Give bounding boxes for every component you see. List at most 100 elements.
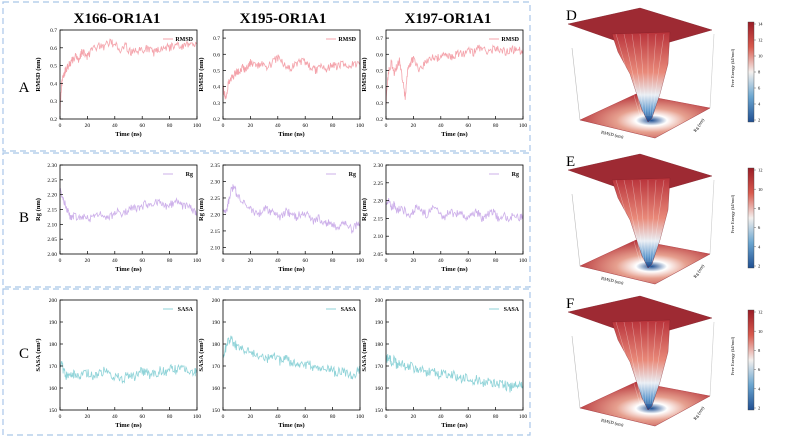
- x-axis-label: Time (ns): [278, 131, 304, 138]
- y-tick-label: 0.6: [376, 52, 383, 58]
- series-line-rmsd-x166: [59, 38, 198, 114]
- y-tick-label: 2.15: [47, 208, 57, 214]
- x-tick-label: 20: [85, 123, 91, 129]
- y-tick-label: 2.20: [47, 193, 57, 199]
- y-tick-label: 2.05: [47, 237, 57, 243]
- x-tick-label: 60: [302, 123, 308, 129]
- chart-sasa-x195: 0 20 40 60 80 100 150 160 170 180 190 200 Time (ns) S…: [198, 298, 364, 429]
- line-plots: 0 20 40 60 80 100 0.2 0.3 0.4 0.5 0.6 0.7 Time (ns) R…: [35, 28, 527, 429]
- axes-edge: [709, 321, 715, 397]
- y-axis-label: RMSD (nm): [35, 57, 42, 91]
- fel-mesh-line: [651, 321, 665, 405]
- series-line-sasa-x166: [59, 361, 198, 385]
- fel-y-label: Rg (nm): [692, 263, 705, 279]
- x-tick-label: 20: [85, 258, 91, 264]
- y-tick-label: 2.10: [47, 222, 57, 228]
- fel-mesh-line: [649, 321, 657, 405]
- y-tick-label: 0.6: [213, 52, 220, 58]
- x-tick-label: 0: [385, 123, 388, 129]
- chart-rmsd-x195: 0 20 40 60 80 100 0.2 0.3 0.4 0.5 0.6 0.7 Time (ns) R…: [198, 29, 364, 138]
- y-tick-label: 190: [212, 320, 221, 326]
- colorbar-tick-label: 6: [758, 225, 761, 230]
- x-axis-label: Time (ns): [441, 131, 467, 138]
- x-tick-label: 20: [411, 414, 417, 420]
- fel-mesh-line: [631, 179, 645, 263]
- x-axis-label: Time (ns): [115, 266, 141, 273]
- chart-rmsd-x166: 0 20 40 60 80 100 0.2 0.3 0.4 0.5 0.6 0.7 Time (ns) R…: [35, 28, 201, 138]
- y-tick-label: 170: [212, 364, 221, 370]
- colorbar-tick-label: 2: [758, 264, 760, 269]
- y-tick-label: 0.5: [213, 68, 220, 74]
- fel-panel-label: F: [566, 296, 574, 312]
- series-line-rg-x197: [385, 197, 524, 223]
- x-tick-label: 100: [193, 258, 202, 264]
- series-line-rg-x166: [59, 187, 198, 223]
- panel-frame-a: [2, 1, 531, 152]
- series-line-rmsd-x197: [385, 44, 524, 106]
- fel-panel-label: E: [566, 154, 575, 170]
- y-tick-label: 200: [212, 298, 221, 304]
- fel-panel-label: D: [566, 8, 577, 24]
- colorbar-tick-label: 8: [758, 206, 761, 211]
- x-tick-label: 60: [302, 414, 308, 420]
- fel-mesh-line: [649, 179, 657, 263]
- legend-label: Rg: [349, 172, 356, 178]
- x-tick-label: 80: [167, 414, 173, 420]
- plot-frame: [222, 29, 361, 120]
- colorbar-tick-label: 4: [758, 102, 761, 107]
- fel-y-label: Rg (nm): [692, 117, 705, 133]
- colorbar-tick-label: 6: [758, 367, 761, 372]
- y-tick-label: 180: [375, 342, 384, 348]
- x-tick-label: 100: [519, 258, 528, 264]
- y-tick-label: 0.4: [213, 85, 220, 91]
- y-tick-label: 2.30: [47, 163, 57, 169]
- y-tick-label: 2.30: [210, 179, 220, 185]
- chart-sasa-x197: 0 20 40 60 80 100 150 160 170 180 190 200 Time (ns) S…: [361, 298, 527, 429]
- y-tick-label: 0.5: [50, 64, 57, 70]
- y-tick-label: 0.3: [50, 99, 57, 105]
- y-tick-label: 0.7: [376, 36, 383, 42]
- y-axis-label: Rg (nm): [361, 198, 368, 221]
- x-tick-label: 80: [330, 123, 336, 129]
- y-tick-label: 0.2: [213, 117, 220, 123]
- y-tick-label: 180: [49, 342, 58, 348]
- chart-rg-x195: 0 20 40 60 80 100 2.10 2.15 2.20 2.25 2.30 2.35 Time…: [198, 163, 364, 273]
- y-tick-label: 2.15: [373, 216, 383, 222]
- fel-z-label: Free Energy (kJ/mol): [730, 336, 735, 375]
- fel-mesh-line: [615, 179, 641, 263]
- x-tick-label: 100: [193, 123, 202, 129]
- row-label-b: B: [19, 210, 29, 226]
- y-tick-label: 2.25: [210, 196, 220, 202]
- y-tick-label: 150: [375, 408, 384, 414]
- x-tick-label: 100: [519, 123, 528, 129]
- x-tick-label: 40: [275, 123, 281, 129]
- colorbar-tick-label: 12: [758, 168, 763, 173]
- x-tick-label: 20: [85, 414, 91, 420]
- y-tick-label: 200: [49, 298, 58, 304]
- y-tick-label: 170: [375, 364, 384, 370]
- fel-well: [611, 177, 671, 269]
- x-tick-label: 80: [493, 258, 499, 264]
- plot-frame: [385, 29, 524, 120]
- column-title-x166: X166-OR1A1: [74, 11, 161, 27]
- x-tick-label: 0: [222, 414, 225, 420]
- fel-mesh-line: [631, 321, 645, 405]
- row-label-c: C: [19, 346, 29, 362]
- fel-mesh-line: [623, 321, 643, 405]
- fel-z-label: Free Energy (kJ/mol): [730, 48, 735, 87]
- legend-label: Rg: [512, 172, 519, 178]
- x-tick-label: 20: [248, 123, 254, 129]
- y-tick-label: 2.30: [373, 163, 383, 169]
- panel-frame-c: [2, 288, 531, 436]
- y-tick-label: 0.4: [50, 81, 57, 87]
- series-line-rg-x195: [222, 184, 361, 234]
- y-tick-label: 2.05: [373, 252, 383, 258]
- y-tick-label: 190: [49, 320, 58, 326]
- x-tick-label: 40: [275, 258, 281, 264]
- y-tick-label: 160: [49, 386, 58, 392]
- axes-edge: [709, 179, 715, 255]
- fel-well: [611, 31, 671, 123]
- x-tick-label: 40: [112, 258, 118, 264]
- x-tick-label: 0: [59, 123, 62, 129]
- y-tick-label: 2.20: [373, 199, 383, 205]
